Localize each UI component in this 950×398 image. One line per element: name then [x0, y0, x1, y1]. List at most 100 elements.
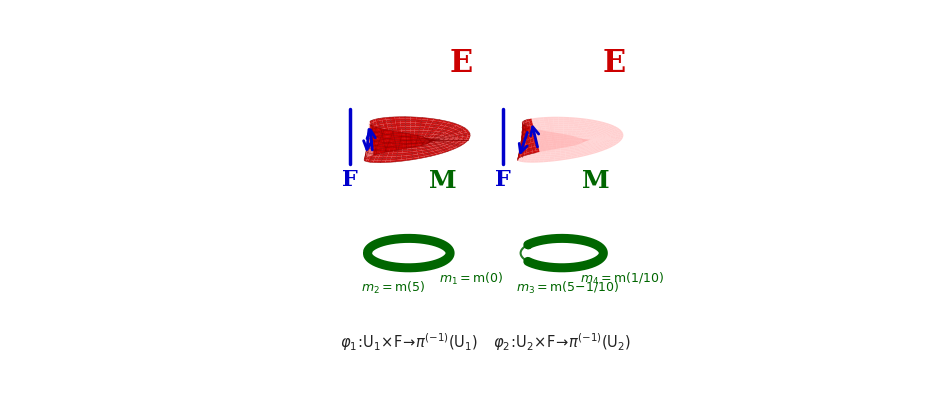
Polygon shape: [383, 131, 387, 134]
Polygon shape: [396, 125, 401, 127]
Polygon shape: [373, 150, 376, 153]
Polygon shape: [370, 139, 372, 142]
Polygon shape: [439, 140, 444, 142]
Polygon shape: [386, 119, 390, 122]
Polygon shape: [576, 139, 579, 141]
Polygon shape: [521, 150, 522, 153]
Polygon shape: [377, 140, 381, 143]
Polygon shape: [379, 135, 383, 138]
Polygon shape: [369, 140, 370, 144]
Polygon shape: [448, 122, 454, 125]
Polygon shape: [410, 117, 416, 119]
Polygon shape: [424, 140, 428, 142]
Polygon shape: [375, 132, 379, 135]
Polygon shape: [578, 140, 580, 142]
Polygon shape: [390, 158, 396, 160]
Polygon shape: [402, 152, 407, 154]
Polygon shape: [406, 131, 410, 133]
Polygon shape: [576, 139, 579, 140]
Polygon shape: [594, 124, 599, 126]
Polygon shape: [542, 141, 546, 143]
Polygon shape: [422, 143, 425, 145]
Polygon shape: [388, 140, 391, 143]
Polygon shape: [366, 152, 367, 155]
Polygon shape: [433, 140, 436, 141]
Polygon shape: [595, 142, 598, 143]
Polygon shape: [522, 144, 523, 146]
Polygon shape: [524, 131, 526, 134]
Polygon shape: [452, 141, 457, 142]
Polygon shape: [524, 133, 527, 136]
Polygon shape: [413, 138, 417, 139]
Polygon shape: [437, 138, 440, 139]
Polygon shape: [370, 147, 373, 150]
Polygon shape: [456, 138, 460, 140]
Polygon shape: [595, 144, 600, 146]
Polygon shape: [378, 157, 383, 159]
Polygon shape: [411, 146, 416, 148]
Polygon shape: [608, 141, 613, 143]
Polygon shape: [430, 141, 435, 142]
Polygon shape: [522, 140, 523, 142]
Polygon shape: [406, 127, 410, 129]
Polygon shape: [370, 127, 372, 130]
Polygon shape: [369, 145, 370, 148]
Polygon shape: [581, 140, 584, 142]
Polygon shape: [529, 148, 533, 150]
Polygon shape: [606, 141, 610, 142]
Polygon shape: [522, 145, 523, 148]
Polygon shape: [443, 135, 446, 136]
Polygon shape: [600, 138, 603, 139]
Polygon shape: [600, 127, 606, 129]
Polygon shape: [580, 142, 583, 144]
Polygon shape: [384, 129, 388, 132]
Polygon shape: [368, 145, 369, 148]
Polygon shape: [577, 139, 580, 140]
Polygon shape: [420, 146, 425, 148]
Polygon shape: [614, 131, 618, 133]
Polygon shape: [436, 142, 441, 144]
Polygon shape: [593, 146, 598, 148]
Polygon shape: [442, 138, 445, 139]
Polygon shape: [567, 138, 571, 140]
Polygon shape: [543, 160, 549, 162]
Polygon shape: [532, 148, 536, 151]
Polygon shape: [540, 119, 544, 122]
Polygon shape: [560, 132, 563, 135]
Polygon shape: [369, 152, 371, 154]
Polygon shape: [436, 152, 443, 155]
Polygon shape: [542, 129, 546, 132]
Polygon shape: [522, 137, 524, 139]
Polygon shape: [601, 139, 605, 140]
Polygon shape: [443, 142, 447, 144]
Polygon shape: [375, 119, 379, 121]
Polygon shape: [447, 140, 452, 142]
Polygon shape: [437, 121, 444, 124]
Polygon shape: [602, 138, 605, 139]
Polygon shape: [574, 137, 578, 138]
Polygon shape: [588, 146, 593, 148]
Polygon shape: [379, 140, 383, 142]
Polygon shape: [401, 159, 407, 161]
Polygon shape: [595, 138, 598, 139]
Polygon shape: [535, 133, 539, 135]
Polygon shape: [460, 141, 465, 144]
Polygon shape: [414, 136, 418, 138]
Polygon shape: [390, 136, 394, 138]
Polygon shape: [607, 143, 613, 145]
Polygon shape: [418, 142, 422, 144]
Polygon shape: [526, 121, 529, 124]
Polygon shape: [386, 132, 390, 135]
Polygon shape: [430, 143, 435, 145]
Polygon shape: [569, 145, 573, 146]
Polygon shape: [598, 137, 600, 138]
Polygon shape: [387, 136, 390, 139]
Polygon shape: [529, 135, 532, 137]
Polygon shape: [550, 138, 554, 140]
Polygon shape: [446, 140, 449, 142]
Polygon shape: [405, 137, 408, 139]
Polygon shape: [380, 139, 384, 142]
Polygon shape: [370, 154, 373, 156]
Polygon shape: [522, 147, 524, 150]
Polygon shape: [518, 156, 520, 159]
